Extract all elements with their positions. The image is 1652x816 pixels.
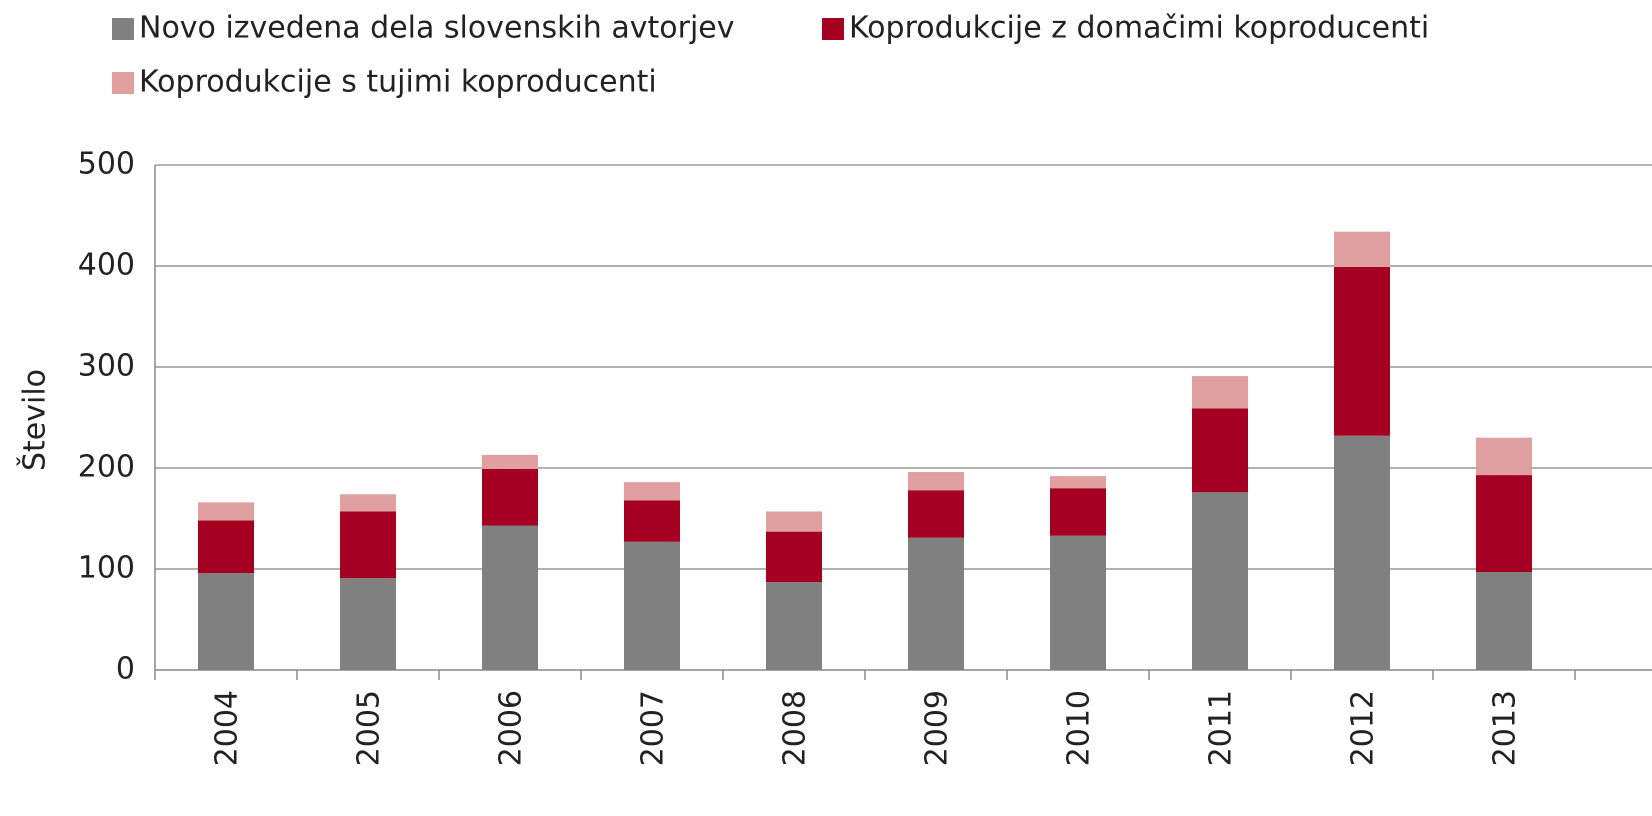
bar-segment [1334, 435, 1390, 670]
bar-segment [1050, 488, 1106, 536]
x-tick-label: 2007 [636, 690, 671, 766]
bar-segment [624, 500, 680, 542]
y-tick-label: 400 [78, 248, 135, 283]
x-tick-label: 2010 [1062, 690, 1097, 766]
bar-segment [340, 511, 396, 579]
bar-segment [766, 531, 822, 583]
bar-segment [340, 494, 396, 512]
x-tick-label: 2011 [1204, 690, 1239, 766]
x-tick-label: 2012 [1346, 690, 1381, 766]
bar-segment [1334, 231, 1390, 268]
bar-segment [1476, 572, 1532, 670]
bar-segment [624, 482, 680, 501]
bar-segment [198, 573, 254, 670]
y-tick-label: 0 [116, 652, 135, 687]
legend-swatch [822, 18, 844, 40]
bar-segment [766, 582, 822, 670]
y-tick-label: 300 [78, 349, 135, 384]
x-tick-label: 2013 [1488, 690, 1523, 766]
bar-segment [482, 469, 538, 526]
y-tick-label: 200 [78, 450, 135, 485]
legend-swatch [112, 72, 134, 94]
legend-label: Koprodukcije s tujimi koproducenti [139, 65, 657, 100]
bar-segment [482, 525, 538, 670]
y-axis-label: Število [16, 369, 53, 471]
bar-segment [908, 537, 964, 670]
x-tick-label: 2005 [352, 690, 387, 766]
x-tick-label: 2008 [778, 690, 813, 766]
y-tick-label: 500 [78, 147, 135, 182]
x-tick-label: 2004 [210, 690, 245, 766]
bar-segment [908, 472, 964, 491]
bar-segment [766, 511, 822, 532]
bar-segment [624, 541, 680, 670]
bar-segment [482, 454, 538, 470]
bar-segment [1050, 476, 1106, 489]
x-tick-label: 2009 [920, 690, 955, 766]
legend-swatch [112, 18, 134, 40]
bar-segment [1192, 492, 1248, 670]
y-tick-label: 100 [78, 551, 135, 586]
bar-segment [198, 502, 254, 521]
bar-segment [1334, 267, 1390, 436]
bar-segment [1050, 535, 1106, 670]
bar-segment [1192, 376, 1248, 409]
legend-label: Novo izvedena dela slovenskih avtorjev [139, 11, 735, 46]
x-tick-label: 2006 [494, 690, 529, 766]
bar-segment [1192, 408, 1248, 493]
bar-segment [340, 578, 396, 670]
legend-label: Koprodukcije z domačimi koproducenti [849, 11, 1429, 46]
bar-segment [908, 490, 964, 538]
bar-segment [198, 520, 254, 574]
bar-segment [1476, 475, 1532, 573]
bar-segment [1476, 437, 1532, 476]
